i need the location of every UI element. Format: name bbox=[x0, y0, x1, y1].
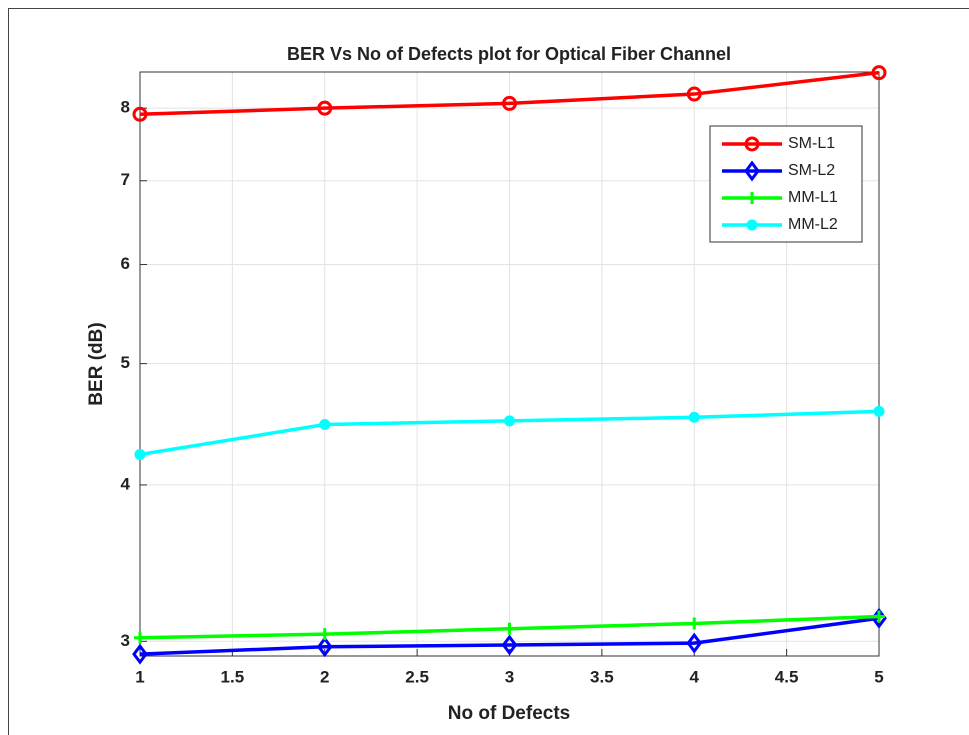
legend-label: SM-L2 bbox=[788, 162, 835, 179]
marker bbox=[502, 95, 517, 111]
x-tick-label: 3.5 bbox=[590, 667, 614, 686]
marker bbox=[501, 634, 518, 656]
x-tick-label: 1.5 bbox=[221, 667, 245, 686]
y-tick-label: 4 bbox=[121, 474, 131, 493]
marker bbox=[316, 636, 333, 658]
marker bbox=[746, 219, 758, 231]
y-tick-label: 3 bbox=[121, 631, 130, 650]
line bbox=[139, 70, 880, 117]
legend-label: MM-L2 bbox=[788, 216, 838, 233]
y-tick-label: 7 bbox=[121, 170, 130, 189]
marker bbox=[503, 622, 516, 635]
marker bbox=[132, 643, 148, 665]
chart-title: BER Vs No of Defects plot for Optical Fi… bbox=[287, 44, 731, 64]
x-tick-label: 5 bbox=[874, 667, 883, 686]
y-tick-label: 5 bbox=[121, 353, 130, 372]
marker bbox=[744, 160, 760, 182]
x-tick-label: 2.5 bbox=[405, 667, 429, 686]
marker bbox=[319, 419, 331, 431]
marker bbox=[318, 628, 331, 641]
x-tick-label: 3 bbox=[505, 667, 514, 686]
y-axis-label: BER (dB) bbox=[86, 322, 107, 405]
line bbox=[139, 616, 880, 656]
x-tick-label: 1 bbox=[135, 667, 144, 686]
y-tick-label: 6 bbox=[121, 254, 130, 273]
x-tick-label: 2 bbox=[320, 667, 329, 686]
x-axis-label: No of Defects bbox=[448, 703, 570, 724]
x-tick-label: 4 bbox=[690, 667, 700, 686]
marker bbox=[746, 192, 758, 204]
marker bbox=[134, 449, 146, 461]
legend: SM-L1 SM-L2 MM-L1 MM-L2 bbox=[709, 125, 863, 243]
marker bbox=[688, 411, 700, 423]
marker bbox=[686, 632, 703, 654]
marker bbox=[134, 631, 146, 644]
marker bbox=[744, 136, 760, 152]
marker bbox=[871, 65, 887, 81]
y-tick-label: 8 bbox=[121, 98, 130, 117]
marker bbox=[688, 617, 701, 630]
marker bbox=[504, 415, 515, 427]
x-tick-label: 4.5 bbox=[775, 667, 799, 686]
legend-label: MM-L1 bbox=[788, 189, 838, 206]
marker bbox=[873, 610, 885, 623]
legend-label: SM-L1 bbox=[788, 135, 835, 152]
marker bbox=[317, 100, 333, 116]
marker bbox=[132, 106, 148, 122]
marker bbox=[686, 86, 702, 102]
plot-frame bbox=[139, 71, 880, 657]
marker bbox=[873, 405, 885, 417]
